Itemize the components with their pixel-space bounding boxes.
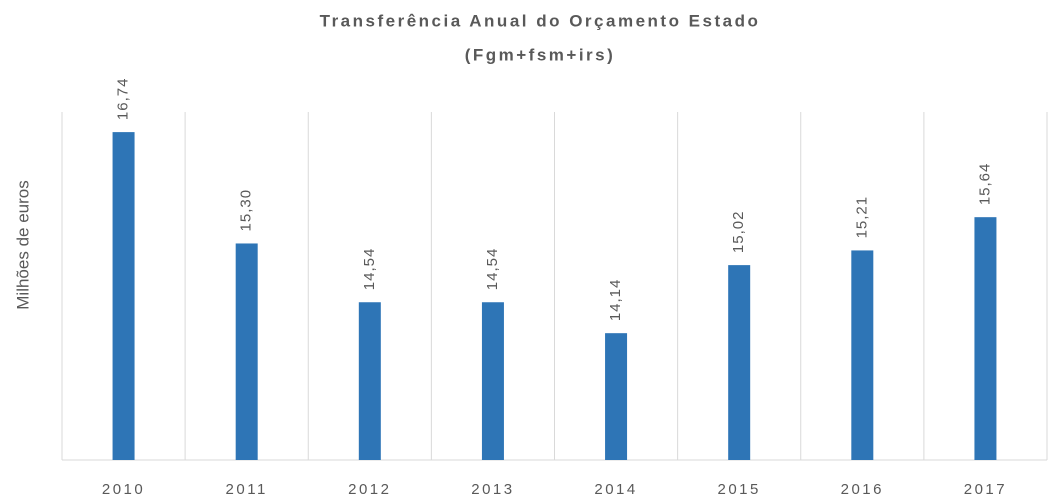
value-label: 15,30 (238, 189, 255, 232)
bar (358, 302, 381, 460)
bar (851, 250, 874, 460)
x-tick-label: 2013 (471, 481, 514, 497)
bar (481, 302, 504, 460)
value-label: 15,02 (730, 211, 747, 254)
value-label: 14,54 (484, 248, 501, 291)
chart-title: Transferência Anual do Orçamento Estado (320, 11, 761, 30)
x-tick-label: 2010 (102, 481, 145, 497)
x-tick-label: 2015 (718, 481, 761, 497)
value-label: 14,14 (607, 279, 624, 322)
bar (605, 333, 628, 460)
y-axis-label: Milhões de euros (13, 180, 32, 309)
x-tick-label: 2012 (348, 481, 391, 497)
x-tick-label: 2011 (226, 481, 268, 497)
value-label: 15,21 (853, 196, 870, 239)
bar (235, 243, 258, 460)
value-label: 14,54 (361, 248, 378, 291)
value-label: 16,74 (115, 78, 132, 121)
bar (112, 132, 135, 460)
value-label: 15,64 (976, 163, 993, 206)
x-tick-label: 2017 (964, 481, 1007, 497)
chart-subtitle: (Fgm+fsm+irs) (465, 45, 616, 64)
x-tick-label: 2016 (841, 481, 884, 497)
bar (728, 265, 751, 460)
x-tick-label: 2014 (594, 481, 637, 497)
bar (974, 217, 997, 460)
